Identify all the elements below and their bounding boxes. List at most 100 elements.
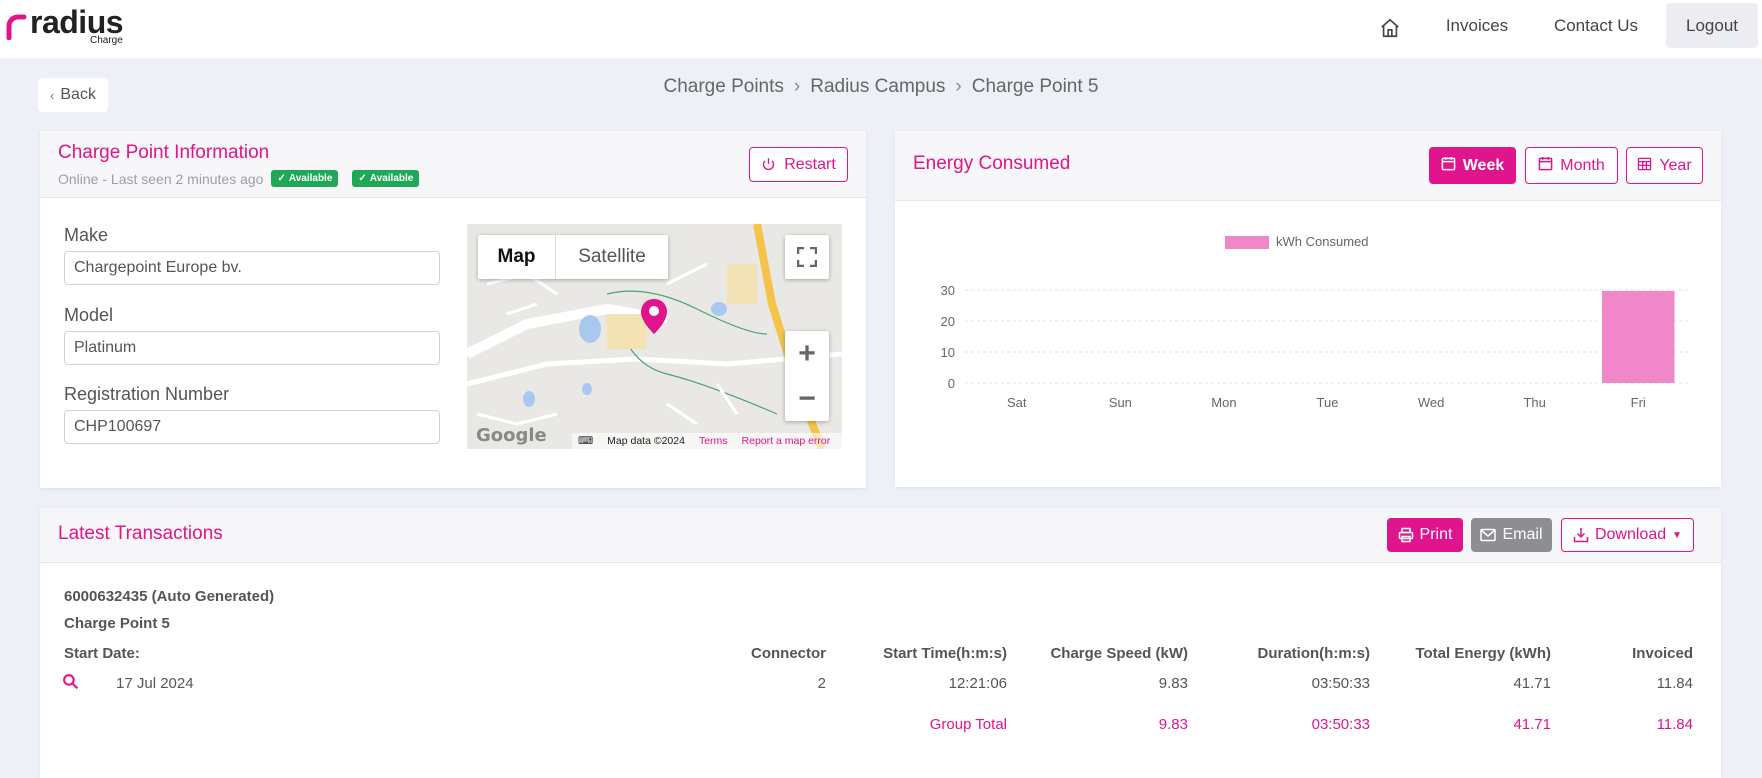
row-total-energy: 41.71: [1513, 675, 1551, 692]
envelope-icon: [1480, 528, 1497, 542]
map-data-text: Map data ©2024: [607, 435, 685, 447]
back-button[interactable]: ‹ Back: [38, 78, 108, 112]
brand-name: radius: [30, 4, 124, 40]
card-header: Energy Consumed Week Month Year: [895, 131, 1721, 201]
group-total-duration: 03:50:33: [1311, 716, 1370, 733]
transaction-charge-point: Charge Point 5: [64, 615, 170, 632]
y-tick-label: 20: [941, 314, 955, 329]
month-button[interactable]: Month: [1525, 147, 1618, 184]
row-invoiced: 11.84: [1656, 675, 1693, 692]
status-badge: ✓ Available: [271, 170, 339, 187]
breadcrumb-item[interactable]: Radius Campus: [810, 76, 946, 97]
x-tick-label: Wed: [1418, 395, 1445, 410]
map-type-satellite[interactable]: Satellite: [578, 246, 646, 267]
row-charge-speed: 9.83: [1158, 675, 1188, 692]
year-label: Year: [1659, 156, 1692, 174]
breadcrumb-item[interactable]: Charge Points: [663, 76, 784, 97]
location-map[interactable]: Map Satellite + − Google ⌨ Map data ©202…: [467, 224, 842, 449]
x-tick-label: Thu: [1523, 395, 1545, 410]
energy-consumed-card: Energy Consumed Week Month Year kWh Cons…: [895, 131, 1721, 487]
map-terms-link[interactable]: Terms: [698, 435, 728, 447]
make-label: Make: [64, 225, 109, 245]
year-button[interactable]: Year: [1626, 147, 1703, 184]
col-total-energy: Total Energy (kWh): [1415, 645, 1551, 662]
home-link[interactable]: [1372, 12, 1408, 44]
report-map-error-link[interactable]: Report a map error: [741, 435, 831, 447]
x-tick-label: Mon: [1211, 395, 1236, 410]
row-connector: 2: [817, 675, 826, 692]
radius-arc-icon: [6, 14, 27, 40]
make-field[interactable]: Chargepoint Europe bv.: [64, 251, 440, 285]
card-title: Charge Point Information: [58, 142, 270, 163]
transaction-id: 6000632435 (Auto Generated): [64, 588, 275, 605]
chevron-left-icon: ‹: [50, 87, 55, 103]
home-icon: [1381, 18, 1399, 38]
row-duration: 03:50:33: [1311, 675, 1370, 692]
print-label: Print: [1419, 526, 1453, 543]
map-type-map[interactable]: Map: [478, 235, 556, 279]
search-icon[interactable]: [62, 673, 79, 694]
row-start-time: 12:21:06: [948, 675, 1007, 692]
zoom-in-button[interactable]: +: [798, 336, 816, 370]
month-label: Month: [1560, 156, 1605, 174]
legend-label: kWh Consumed: [1276, 234, 1368, 249]
calendar-icon: [1441, 156, 1456, 176]
card-header: Latest Transactions Print Email Download…: [40, 508, 1721, 563]
status-badge: ✓ Available: [352, 170, 420, 187]
email-button[interactable]: Email: [1471, 518, 1552, 552]
brand-sub: Charge: [90, 35, 123, 46]
y-tick-label: 30: [941, 283, 955, 298]
download-dropdown-button[interactable]: Download ▼: [1561, 518, 1694, 552]
power-icon: [763, 158, 775, 171]
restart-label: Restart: [784, 155, 836, 173]
breadcrumb-current: Charge Point 5: [971, 76, 1099, 97]
x-tick-label: Fri: [1631, 395, 1646, 410]
breadcrumb: Charge Points › Radius Campus › Charge Point…: [0, 76, 1762, 98]
model-field[interactable]: Platinum: [64, 331, 440, 365]
nav-contact-us[interactable]: Contact Us: [1553, 16, 1639, 35]
group-total-energy: 41.71: [1513, 716, 1551, 733]
calendar-icon: [1538, 156, 1553, 176]
week-button[interactable]: Week: [1429, 147, 1516, 184]
email-label: Email: [1502, 526, 1543, 543]
nav-invoices[interactable]: Invoices: [1445, 16, 1509, 35]
logout-button[interactable]: Logout: [1666, 3, 1758, 48]
zoom-controls: + −: [785, 331, 829, 421]
group-total-speed: 9.83: [1158, 716, 1188, 733]
badge-label: Available: [288, 173, 333, 184]
map-footer: ⌨ Map data ©2024 Terms Report a map erro…: [572, 433, 842, 449]
download-label: Download: [1594, 526, 1667, 543]
print-button[interactable]: Print: [1387, 518, 1463, 552]
col-start-date: Start Date:: [64, 645, 140, 662]
bar-fri: [1601, 290, 1675, 383]
registration-label: Registration Number: [64, 384, 230, 404]
radius-logo[interactable]: radius Charge: [6, 4, 136, 50]
y-tick-label: 0: [948, 376, 955, 391]
keyboard-icon[interactable]: ⌨: [578, 435, 594, 447]
zoom-out-button[interactable]: −: [798, 381, 816, 415]
card-header: Charge Point Information Online - Last s…: [40, 131, 866, 198]
check-icon: ✓: [277, 173, 286, 184]
online-status: Online - Last seen 2 minutes ago: [58, 170, 264, 187]
group-total-label: Group Total: [929, 716, 1007, 733]
x-tick-label: Sat: [1007, 395, 1027, 410]
card-title: Latest Transactions: [58, 523, 223, 544]
col-start-time: Start Time(h:m:s): [883, 645, 1007, 662]
caret-down-icon: ▼: [1672, 529, 1683, 541]
week-label: Week: [1462, 156, 1505, 174]
col-duration: Duration(h:m:s): [1257, 645, 1371, 662]
check-icon: ✓: [358, 173, 367, 184]
card-title: Energy Consumed: [913, 153, 1071, 174]
breadcrumb-separator: ›: [955, 76, 962, 97]
top-nav: radius Charge Invoices Contact Us Logout: [0, 0, 1762, 58]
latest-transactions-card: Latest Transactions Print Email Download…: [40, 508, 1721, 778]
registration-field[interactable]: CHP100697: [64, 410, 440, 444]
fullscreen-button[interactable]: [785, 235, 829, 279]
calendar-grid-icon: [1637, 156, 1652, 176]
restart-button[interactable]: Restart: [749, 147, 848, 182]
map-type-toggle: Map Satellite: [478, 235, 668, 279]
breadcrumb-separator: ›: [793, 76, 801, 97]
y-tick-label: 10: [941, 345, 955, 360]
group-total-invoiced: 11.84: [1656, 716, 1693, 733]
back-label: Back: [60, 86, 96, 103]
